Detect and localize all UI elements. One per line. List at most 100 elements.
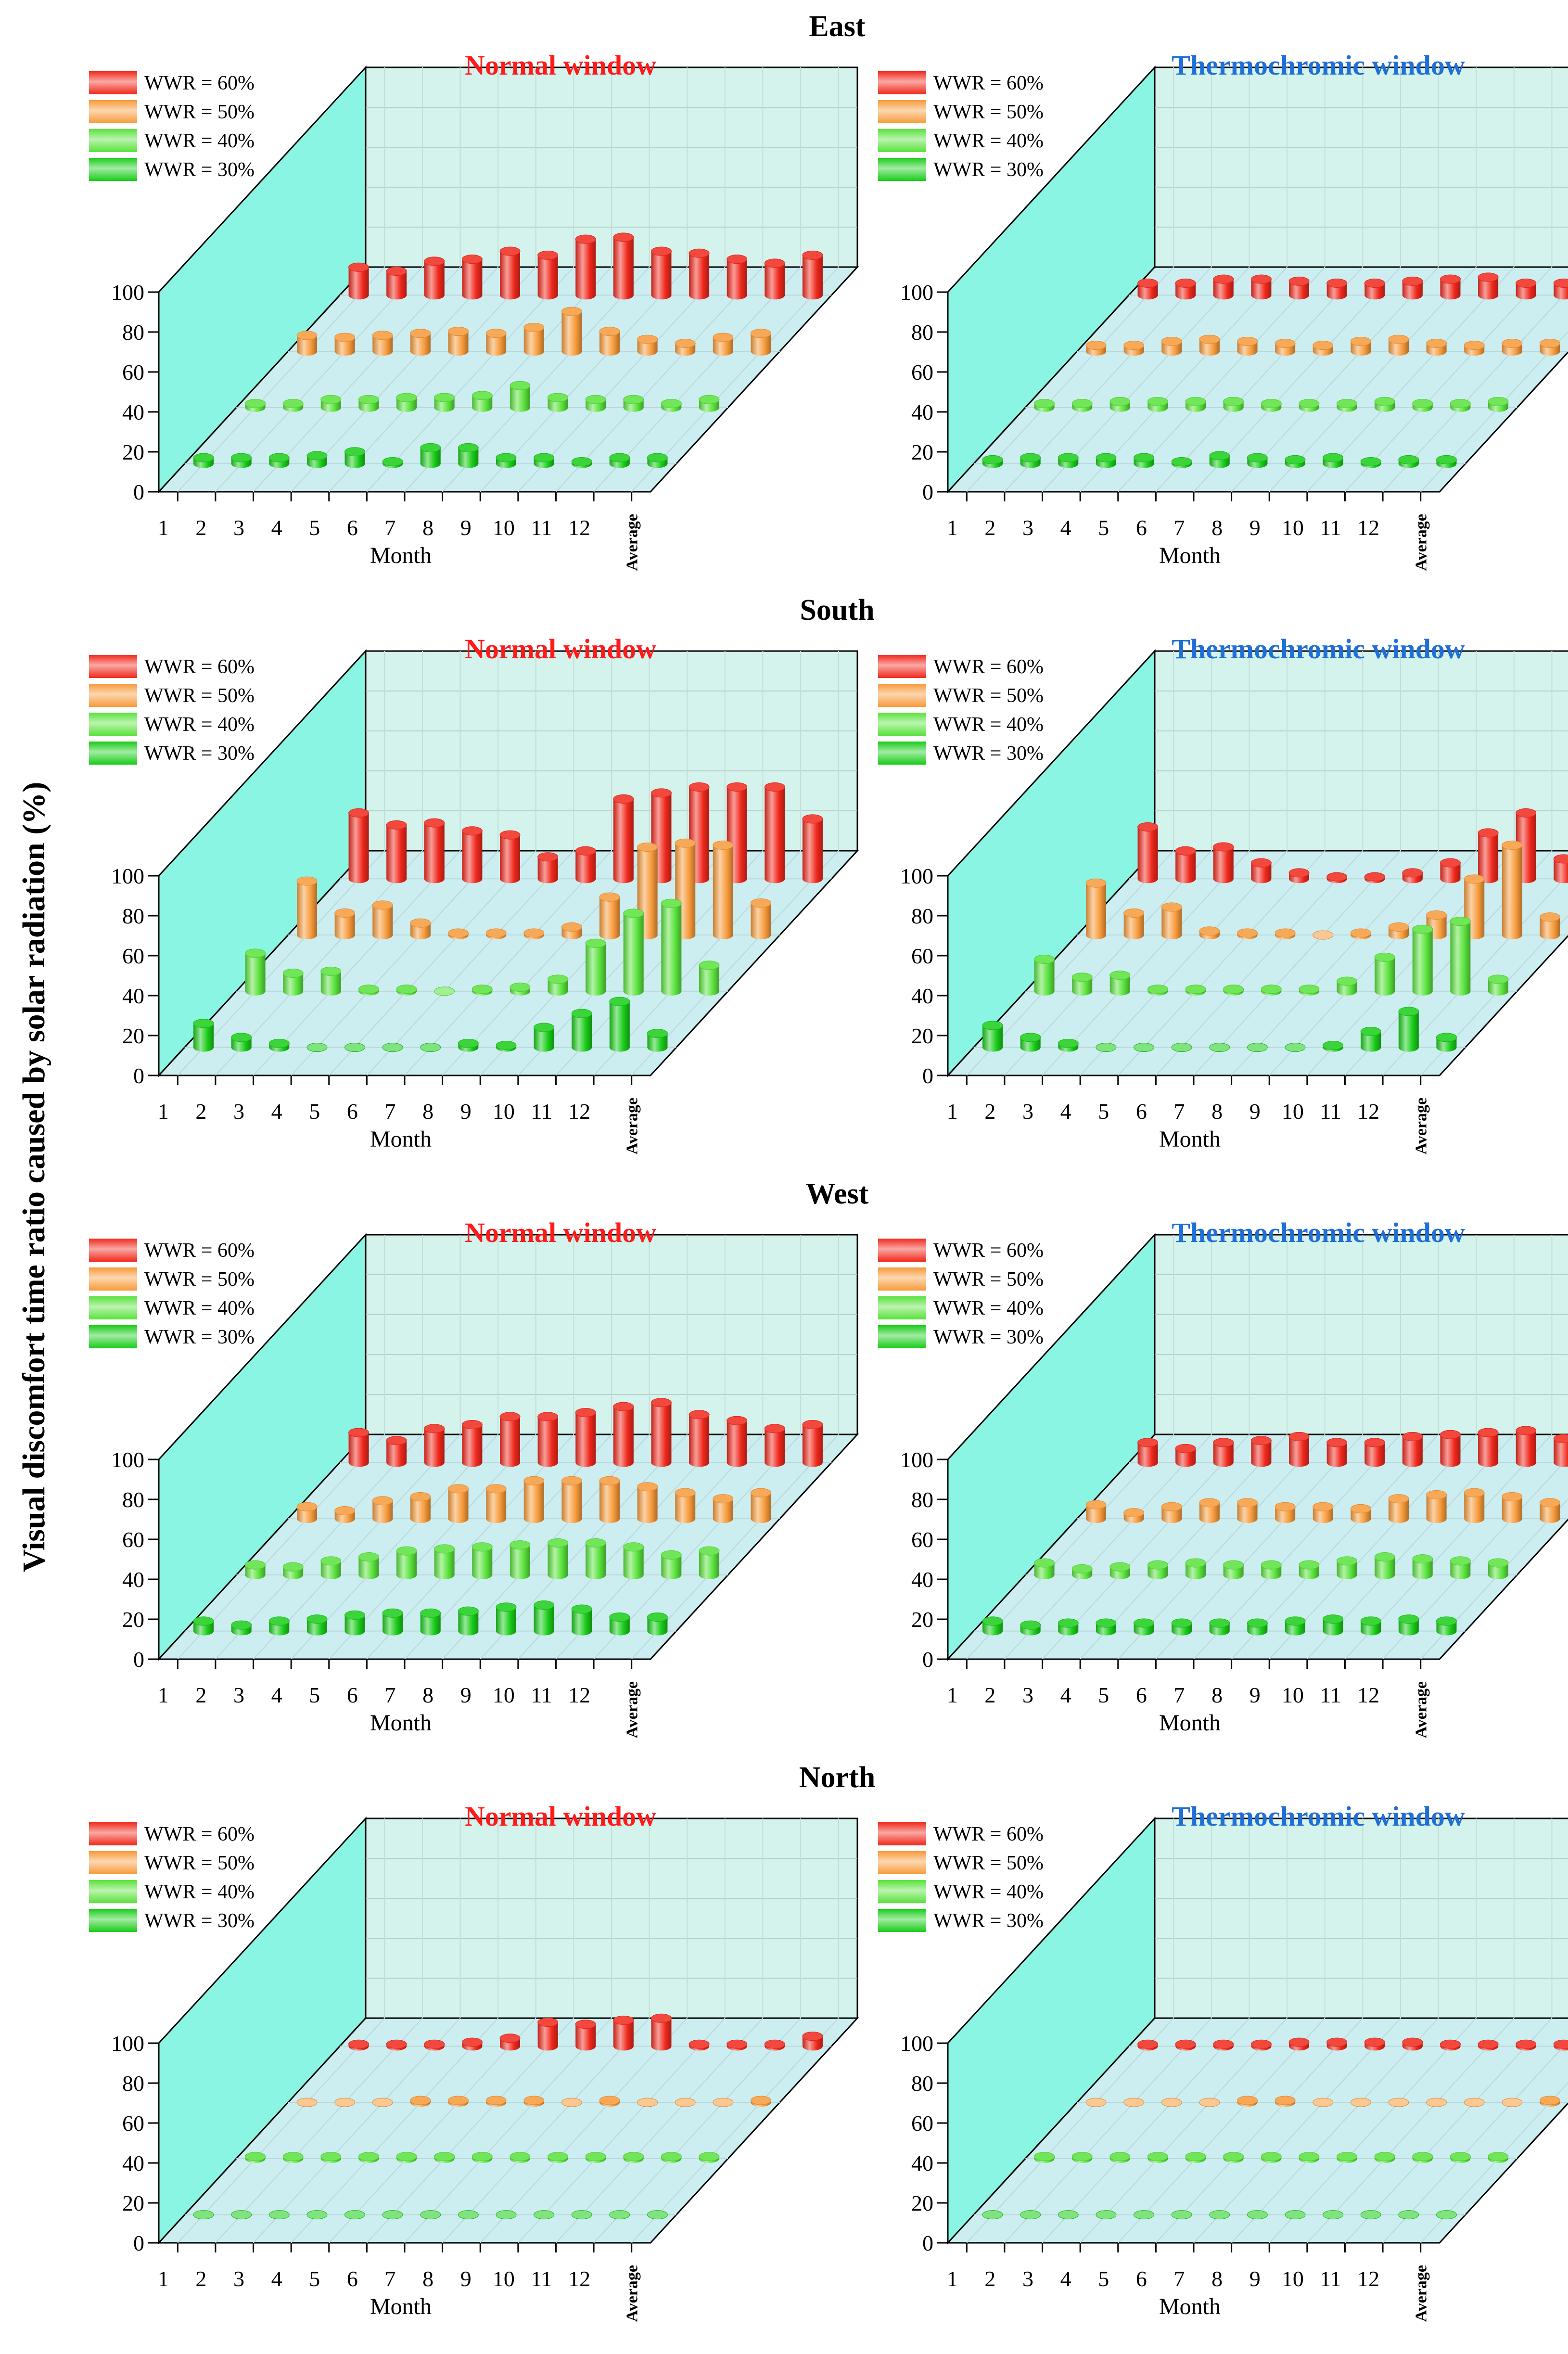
bar [334,2098,356,2107]
bar [764,258,785,300]
legend-label: WWR = 50% [933,101,1044,123]
x-tick-label: 6 [1136,2266,1147,2291]
bar [1288,276,1310,300]
bar [1275,1502,1296,1523]
bar [750,898,771,940]
bar [1488,397,1509,412]
bar [510,2152,531,2163]
bar [1109,2152,1131,2163]
bar [1085,878,1107,940]
x-tick-label: 11 [531,515,552,540]
bar [1185,2152,1206,2163]
x-tick-label: 4 [271,2266,282,2291]
bar [699,395,720,412]
bar [1147,1560,1168,1579]
panel-title: Thermochromic window [1172,1217,1465,1248]
legend-swatch [89,1325,137,1348]
x-tick-label: Average [1413,2265,1430,2322]
bar [396,2152,417,2163]
bar [1237,336,1258,356]
bar [1299,399,1320,412]
x-tick-label: 3 [1022,1099,1033,1124]
bar [1213,274,1234,300]
x-tick-label: 7 [1174,1683,1185,1707]
x-tick-label: 5 [1098,2266,1109,2291]
x-tick-label: 8 [1211,515,1223,540]
bar [1213,2039,1234,2051]
bar [485,928,507,940]
bar [534,1023,555,1052]
bar [1398,455,1419,468]
legend-label: WWR = 50% [933,685,1044,707]
legend-label: WWR = 30% [144,1326,255,1348]
legend-swatch [878,684,926,707]
bar [575,234,596,300]
x-tick-label: 4 [271,1099,282,1124]
legend-label: WWR = 50% [933,1268,1044,1291]
bar [410,1492,431,1523]
legend-swatch [89,742,137,765]
x-tick-label: 3 [233,2266,244,2291]
x-tick-label: 4 [1060,515,1071,540]
bar [348,2039,370,2051]
bar [609,453,630,468]
bar [1123,1508,1145,1523]
back-wall [1154,66,1568,268]
x-tick-label: 5 [1098,515,1109,540]
x-tick-label: 6 [347,2266,358,2291]
bar [713,1494,734,1523]
bar [372,331,393,356]
y-tick-label: 40 [122,1567,144,1592]
legend: WWR = 60% WWR = 50% WWR = 40% WWR = 30% [89,1822,255,1932]
x-axis: 1 2 3 4 5 6 7 8 9 10 11 12 Average [947,1659,1430,1738]
bars [982,808,1568,1052]
bar [982,1021,1003,1052]
bar [1213,1438,1234,1467]
bar [623,395,644,412]
legend-label: WWR = 50% [933,1852,1044,1874]
bar [1134,453,1155,468]
bar [358,1552,379,1579]
bar [1237,1498,1258,1523]
bar [344,1043,366,1052]
x-axis: 1 2 3 4 5 6 7 8 9 10 11 12 Average [947,492,1430,571]
legend-swatch [89,1822,137,1845]
bar [1123,908,1145,940]
x-tick-label: 4 [271,1683,282,1707]
bar [1553,278,1568,300]
bar [1175,846,1196,883]
bar [1285,2210,1306,2220]
bar [1464,341,1485,356]
y-axis: 0 20 40 60 80 100 [111,280,159,504]
bar [1516,2039,1537,2051]
bar [547,2152,568,2163]
bar [424,818,445,883]
legend-label: WWR = 40% [933,130,1044,152]
bar [1071,972,1093,996]
bar [358,2152,379,2163]
bar [1223,1560,1244,1579]
x-tick-label: 4 [1060,1683,1071,1707]
panel-title: Normal window [465,50,656,81]
bar [1323,453,1344,468]
y-tick-label: 60 [122,944,144,968]
bar [1450,917,1471,996]
bar [647,1029,668,1052]
legend-label: WWR = 40% [144,1881,255,1903]
bar [585,938,606,996]
x-tick-label: 10 [493,1099,515,1124]
bar [282,2152,304,2163]
gridlines [966,1818,1568,2243]
bar [727,2039,748,2051]
bar [424,256,445,300]
bar [461,1420,483,1467]
legend-label: WWR = 40% [144,130,255,152]
x-tick-label: 5 [1098,1099,1109,1124]
bar [1436,455,1457,468]
bar [1199,1498,1220,1523]
bar [1247,453,1268,468]
bar [1553,2039,1568,2051]
bar [1209,2210,1230,2220]
